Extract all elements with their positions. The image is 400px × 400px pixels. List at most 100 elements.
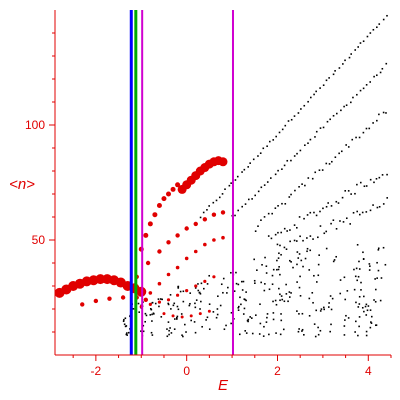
black-data-point: [358, 213, 361, 216]
black-data-point: [125, 333, 128, 336]
black-data-point: [237, 306, 240, 309]
black-data-point: [306, 250, 308, 253]
black-data-point: [278, 287, 280, 290]
black-data-point: [197, 283, 199, 285]
black-data-point: [281, 298, 284, 301]
black-data-point: [298, 286, 301, 289]
black-data-point: [287, 120, 290, 122]
black-data-point: [322, 306, 325, 309]
black-data-point: [241, 289, 244, 291]
black-data-point: [363, 185, 366, 188]
black-data-point: [212, 311, 215, 313]
black-data-point: [329, 118, 331, 121]
black-data-point: [375, 177, 378, 180]
black-data-point: [322, 126, 325, 129]
black-data-point: [238, 305, 240, 308]
red-data-point: [148, 291, 153, 295]
black-data-point: [368, 127, 371, 130]
black-data-point: [138, 311, 141, 313]
black-data-point: [166, 328, 168, 330]
black-data-point: [362, 87, 365, 90]
black-data-point: [206, 209, 208, 211]
black-data-point: [347, 146, 350, 148]
red-data-point: [157, 300, 162, 304]
black-data-point: [262, 147, 265, 150]
black-data-point: [149, 314, 152, 316]
black-data-point: [197, 289, 200, 292]
black-data-point: [182, 335, 184, 338]
black-data-point: [360, 281, 362, 284]
black-data-point: [263, 325, 265, 328]
black-data-point: [167, 321, 170, 323]
black-data-point: [306, 247, 309, 250]
black-data-point: [189, 292, 192, 294]
black-data-point: [179, 290, 182, 293]
black-data-point: [250, 317, 253, 319]
black-data-point: [249, 316, 251, 318]
x-tick-label: 2: [274, 364, 281, 378]
black-data-point: [310, 96, 312, 99]
black-data-point: [362, 251, 364, 254]
red-data-point: [170, 186, 176, 192]
black-data-point: [385, 62, 388, 65]
red-data-point: [207, 309, 211, 313]
black-data-point: [360, 289, 362, 291]
black-data-point: [330, 323, 332, 326]
black-points-layer: [122, 14, 389, 338]
black-data-point: [314, 335, 317, 338]
black-data-point: [170, 308, 172, 310]
black-data-point: [344, 319, 346, 321]
black-data-point: [274, 207, 277, 209]
black-data-point: [315, 214, 318, 217]
red-data-point: [212, 275, 216, 279]
black-data-point: [282, 328, 285, 331]
black-data-point: [125, 325, 128, 327]
black-data-point: [374, 278, 376, 280]
black-data-point: [237, 283, 240, 286]
black-data-point: [343, 276, 346, 279]
black-data-point: [358, 260, 360, 263]
black-data-point: [296, 251, 299, 253]
black-data-point: [363, 310, 365, 313]
black-data-point: [182, 290, 185, 293]
black-data-point: [354, 192, 356, 195]
black-data-point: [370, 321, 372, 323]
black-data-point: [149, 307, 152, 310]
black-data-point: [307, 100, 309, 103]
black-data-point: [298, 313, 300, 315]
red-data-point: [194, 284, 198, 288]
black-data-point: [230, 182, 232, 184]
black-data-point: [354, 331, 356, 333]
black-data-point: [212, 201, 215, 204]
red-data-point: [193, 249, 198, 254]
black-data-point: [330, 222, 332, 225]
black-data-point: [382, 111, 385, 114]
black-data-point: [230, 311, 233, 314]
black-data-point: [280, 313, 282, 315]
black-data-point: [195, 299, 198, 301]
black-data-point: [296, 310, 298, 312]
black-data-point: [226, 292, 228, 294]
black-data-point: [249, 162, 251, 164]
black-data-point: [366, 35, 369, 38]
black-data-point: [169, 294, 172, 296]
black-data-point: [259, 152, 262, 154]
black-data-point: [240, 280, 243, 283]
black-data-point: [290, 261, 292, 263]
black-data-point: [201, 325, 203, 328]
black-data-point: [260, 186, 263, 189]
black-data-point: [272, 300, 274, 303]
black-data-point: [241, 205, 244, 208]
red-data-point: [202, 217, 208, 222]
black-data-point: [319, 329, 322, 332]
black-data-point: [349, 223, 351, 225]
black-data-point: [275, 332, 277, 334]
black-data-point: [335, 228, 338, 230]
black-data-point: [314, 136, 316, 138]
black-data-point: [378, 23, 381, 25]
black-data-point: [344, 59, 346, 62]
black-data-point: [184, 323, 186, 326]
black-data-point: [263, 216, 266, 218]
black-data-point: [166, 335, 169, 338]
